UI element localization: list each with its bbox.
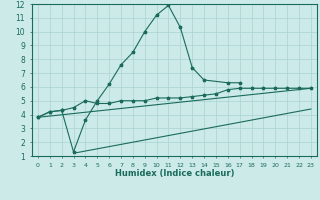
X-axis label: Humidex (Indice chaleur): Humidex (Indice chaleur)	[115, 169, 234, 178]
